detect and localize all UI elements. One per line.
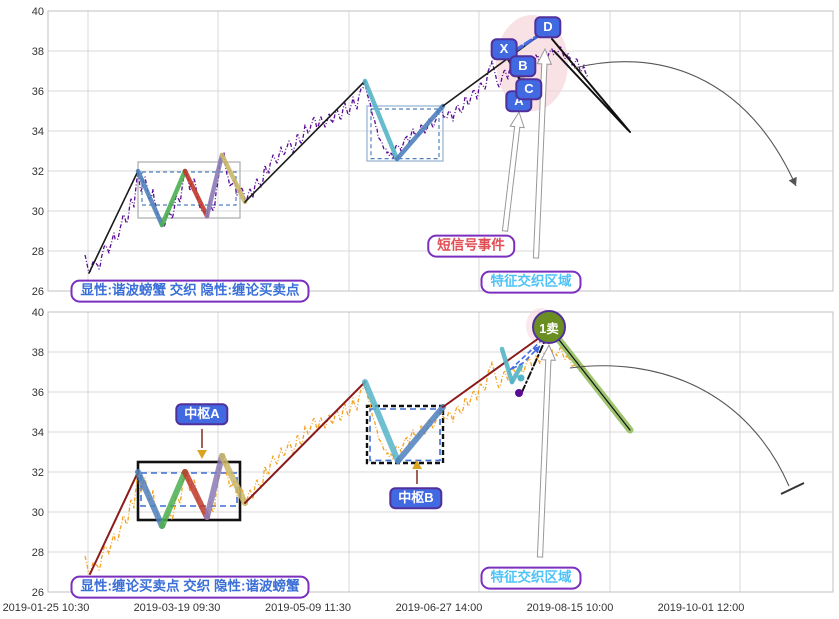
y-tick-label: 36 bbox=[32, 86, 44, 98]
y-tick-label: 30 bbox=[32, 206, 44, 218]
y-tick-label: 32 bbox=[32, 467, 44, 479]
legend-top: 显性:谐波螃蟹 交织 隐性:缠论买卖点 bbox=[70, 279, 310, 303]
trend-segment bbox=[135, 168, 165, 228]
trend-segment bbox=[159, 469, 188, 529]
projection-arc bbox=[569, 365, 790, 487]
arc-tack-end bbox=[780, 482, 805, 495]
trend-segment bbox=[362, 379, 401, 464]
trend-segment bbox=[135, 469, 165, 529]
x-tick-label: 2019-01-25 10:30 bbox=[3, 602, 90, 614]
trend-segment bbox=[395, 404, 446, 464]
trend-segment bbox=[553, 50, 629, 131]
legend-bottom: 显性:缠论买卖点 交织 隐性:谐波螃蟹 bbox=[70, 575, 310, 599]
trend-segment bbox=[244, 381, 366, 504]
pivot-a-label: 中枢A bbox=[175, 403, 229, 425]
y-tick-label: 40 bbox=[32, 6, 44, 18]
panel-border-top bbox=[47, 10, 834, 292]
trend-segment bbox=[89, 471, 139, 575]
pivot-box bbox=[365, 404, 445, 465]
y-tick-label: 28 bbox=[32, 246, 44, 258]
price-series-bottom bbox=[84, 347, 589, 575]
pointer-arrow bbox=[501, 110, 525, 232]
y-tick-label: 26 bbox=[32, 286, 44, 298]
x-tick-label: 2019-05-09 11:30 bbox=[265, 602, 351, 614]
y-tick-label: 26 bbox=[32, 587, 44, 599]
pointer-arrow bbox=[536, 343, 557, 558]
pattern-dot bbox=[517, 374, 525, 382]
trend-segment bbox=[394, 103, 446, 162]
y-tick-label: 36 bbox=[32, 387, 44, 399]
y-tick-label: 34 bbox=[32, 427, 44, 439]
trend-segment bbox=[362, 78, 400, 162]
trend-segment bbox=[204, 453, 225, 520]
sell-1-marker: 1卖 bbox=[532, 310, 566, 344]
trend-segment bbox=[521, 335, 548, 393]
x-tick-label: 2019-06-27 14:00 bbox=[396, 602, 483, 614]
pointer-arrow bbox=[532, 47, 553, 259]
arrowhead bbox=[197, 450, 207, 459]
trend-segment bbox=[219, 453, 248, 506]
pivot-box bbox=[369, 408, 441, 462]
pivot-box bbox=[370, 108, 440, 160]
trend-segment bbox=[182, 469, 210, 520]
pivot-b-label: 中枢B bbox=[389, 487, 443, 509]
trend-segment bbox=[204, 152, 225, 219]
x-tick-label: 2019-08-15 10:00 bbox=[527, 602, 614, 614]
trend-segment bbox=[509, 363, 524, 385]
trend-segment bbox=[219, 152, 248, 205]
y-tick-label: 28 bbox=[32, 547, 44, 559]
y-tick-label: 32 bbox=[32, 166, 44, 178]
trend-segment bbox=[244, 80, 366, 203]
arrowhead bbox=[532, 346, 540, 354]
trend-segment bbox=[159, 168, 188, 228]
panel-border-bottom bbox=[47, 311, 834, 593]
point-label-d: D bbox=[534, 16, 562, 38]
trend-segment bbox=[555, 335, 631, 431]
y-tick-label: 40 bbox=[32, 307, 44, 319]
y-tick-label: 38 bbox=[32, 46, 44, 58]
arrowhead bbox=[788, 176, 797, 186]
pivot-box bbox=[366, 105, 444, 162]
x-tick-label: 2019-03-19 09:30 bbox=[134, 602, 221, 614]
trend-segment bbox=[442, 332, 547, 408]
y-tick-label: 30 bbox=[32, 507, 44, 519]
y-tick-label: 34 bbox=[32, 126, 44, 138]
point-label-b: B bbox=[509, 55, 537, 77]
arrowhead bbox=[412, 460, 422, 469]
trend-segment bbox=[182, 168, 210, 219]
x-tick-label: 2019-10-01 12:00 bbox=[658, 602, 745, 614]
pattern-dashed-line bbox=[509, 338, 544, 371]
feature-zone-label-top: 特征交织区域 bbox=[480, 270, 582, 294]
pattern-dot bbox=[515, 389, 523, 397]
point-label-x: X bbox=[490, 38, 518, 60]
projection-arc bbox=[573, 61, 797, 187]
trend-segment bbox=[499, 346, 515, 385]
feature-zone-label-bottom: 特征交织区域 bbox=[480, 566, 582, 590]
point-label-c: C bbox=[515, 78, 543, 100]
trend-segment bbox=[551, 38, 631, 133]
short-signal-event-label: 短信号事件 bbox=[427, 234, 515, 258]
trend-segment bbox=[88, 170, 139, 274]
price-series-top bbox=[84, 46, 589, 274]
y-tick-label: 38 bbox=[32, 347, 44, 359]
